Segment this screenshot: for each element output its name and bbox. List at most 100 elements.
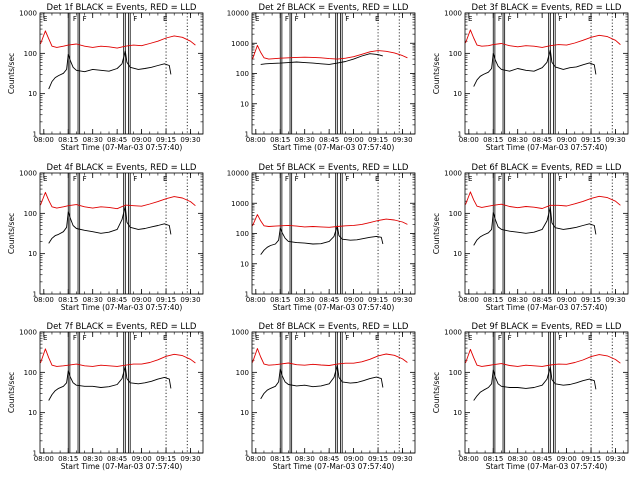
annotation-label: F — [133, 334, 137, 342]
plot-frame — [251, 172, 416, 295]
x-tick-label: 08:00 — [34, 136, 54, 144]
x-tick-label: 08:45 — [107, 296, 127, 304]
y-tick-label: 10 — [28, 250, 37, 258]
annotation-label: E — [375, 175, 379, 183]
x-tick-label: 08:45 — [107, 455, 127, 463]
x-tick-label: 09:00 — [344, 136, 364, 144]
events-series-line — [48, 50, 172, 90]
x-tick-label: 09:30 — [605, 296, 625, 304]
x-tick-label: 08:30 — [83, 455, 103, 463]
annotation-label: F — [498, 15, 502, 23]
annotation-label: F — [508, 334, 512, 342]
y-tick-label: 10 — [453, 409, 462, 417]
x-tick-label: 08:45 — [532, 136, 552, 144]
annotation-label: F — [285, 334, 289, 342]
lld-series-line — [40, 191, 196, 210]
plot-frame — [464, 331, 629, 454]
annotation-label: E — [468, 15, 472, 23]
y-tick-label: 100 — [449, 210, 462, 218]
plot-frame — [464, 12, 629, 135]
x-tick-label: 08:15 — [270, 136, 290, 144]
annotation-label: F — [508, 15, 512, 23]
panel-title: Det 2f BLACK = Events, RED = LLD — [259, 3, 409, 13]
x-tick-label: 08:30 — [508, 455, 528, 463]
panel-det-8: Det 8f BLACK = Events, RED = LLD 1 10 100 10… — [231, 322, 416, 471]
y-tick-label: 1 — [458, 131, 462, 139]
panel-title: Det 9f BLACK = Events, RED = LLD — [472, 322, 622, 332]
x-tick-label: 09:00 — [344, 455, 364, 463]
annotation-label: E — [255, 334, 259, 342]
y-tick-label: 1000 — [19, 329, 37, 337]
y-tick-label: 1 — [33, 291, 37, 299]
annotation-label: E — [588, 175, 592, 183]
y-tick-label: 10 — [240, 409, 249, 417]
annotation-label: E — [375, 334, 379, 342]
panel-det-4: Det 4f BLACK = Events, RED = LLD 1 10 100 10… — [7, 163, 204, 312]
annotation-label: E — [375, 15, 379, 23]
y-tick-label: 100 — [236, 230, 249, 238]
y-tick-label: 10 — [453, 250, 462, 258]
x-tick-label: 08:45 — [319, 136, 339, 144]
annotation-label: F — [345, 175, 349, 183]
annotation-label: E — [468, 334, 472, 342]
x-tick-label: 08:00 — [246, 296, 266, 304]
x-axis-title: Start Time (07-Mar-03 07:57:40) — [61, 462, 183, 471]
events-series-line — [260, 53, 384, 65]
lld-series-line — [465, 29, 621, 48]
events-series-line — [473, 206, 597, 246]
panel-det-5: Det 5f BLACK = Events, RED = LLD 1 10 100 10… — [227, 163, 416, 312]
y-axis-title: Counts/sec — [7, 213, 16, 254]
annotation-label: F — [558, 334, 562, 342]
x-tick-label: 09:15 — [581, 136, 601, 144]
y-tick-label: 1 — [245, 450, 249, 458]
y-tick-label: 100 — [449, 369, 462, 377]
x-tick-label: 09:15 — [581, 455, 601, 463]
y-tick-label: 10 — [28, 90, 37, 98]
y-tick-label: 1000 — [444, 170, 462, 178]
x-tick-label: 08:00 — [246, 136, 266, 144]
x-axis-title: Start Time (07-Mar-03 07:57:40) — [273, 462, 395, 471]
events-series-line — [473, 366, 597, 401]
x-tick-label: 08:00 — [459, 296, 479, 304]
annotation-label: F — [73, 175, 77, 183]
x-tick-label: 09:00 — [132, 136, 152, 144]
y-tick-label: 100 — [24, 50, 37, 58]
panel-title: Det 7f BLACK = Events, RED = LLD — [47, 322, 197, 332]
panel-det-3: Det 3f BLACK = Events, RED = LLD 1 10 100 10… — [432, 3, 629, 152]
y-tick-label: 1 — [458, 450, 462, 458]
annotation-label: F — [83, 334, 87, 342]
x-tick-label: 08:00 — [34, 455, 54, 463]
x-tick-label: 09:30 — [605, 455, 625, 463]
x-tick-label: 08:45 — [319, 296, 339, 304]
x-tick-label: 08:30 — [83, 296, 103, 304]
x-tick-label: 09:00 — [557, 296, 577, 304]
x-tick-label: 09:30 — [392, 455, 412, 463]
x-tick-label: 09:30 — [605, 136, 625, 144]
y-tick-label: 100 — [236, 369, 249, 377]
x-tick-label: 08:30 — [508, 296, 528, 304]
x-tick-label: 08:15 — [58, 136, 78, 144]
lld-series-line — [40, 348, 196, 367]
y-axis-title: Counts/sec — [432, 53, 441, 94]
x-tick-label: 09:15 — [156, 296, 176, 304]
events-series-line — [260, 364, 384, 400]
y-tick-label: 1000 — [231, 329, 249, 337]
x-tick-label: 08:30 — [295, 296, 315, 304]
annotation-label: F — [83, 175, 87, 183]
plot-frame — [251, 331, 416, 454]
annotation-label: E — [43, 334, 47, 342]
plot-frame — [39, 172, 204, 295]
x-tick-label: 08:45 — [532, 296, 552, 304]
plot-frame — [464, 172, 629, 295]
annotation-label: F — [558, 15, 562, 23]
events-series-line — [48, 365, 172, 401]
x-tick-label: 09:00 — [557, 136, 577, 144]
annotation-label: F — [558, 175, 562, 183]
x-tick-label: 08:45 — [107, 136, 127, 144]
y-tick-label: 1 — [33, 450, 37, 458]
plot-frame — [251, 12, 416, 135]
events-series-line — [473, 49, 597, 87]
y-axis-title: Counts/sec — [7, 372, 16, 413]
panel-det-2: Det 2f BLACK = Events, RED = LLD 1 10 100 10… — [227, 3, 416, 152]
x-tick-label: 08:30 — [508, 136, 528, 144]
